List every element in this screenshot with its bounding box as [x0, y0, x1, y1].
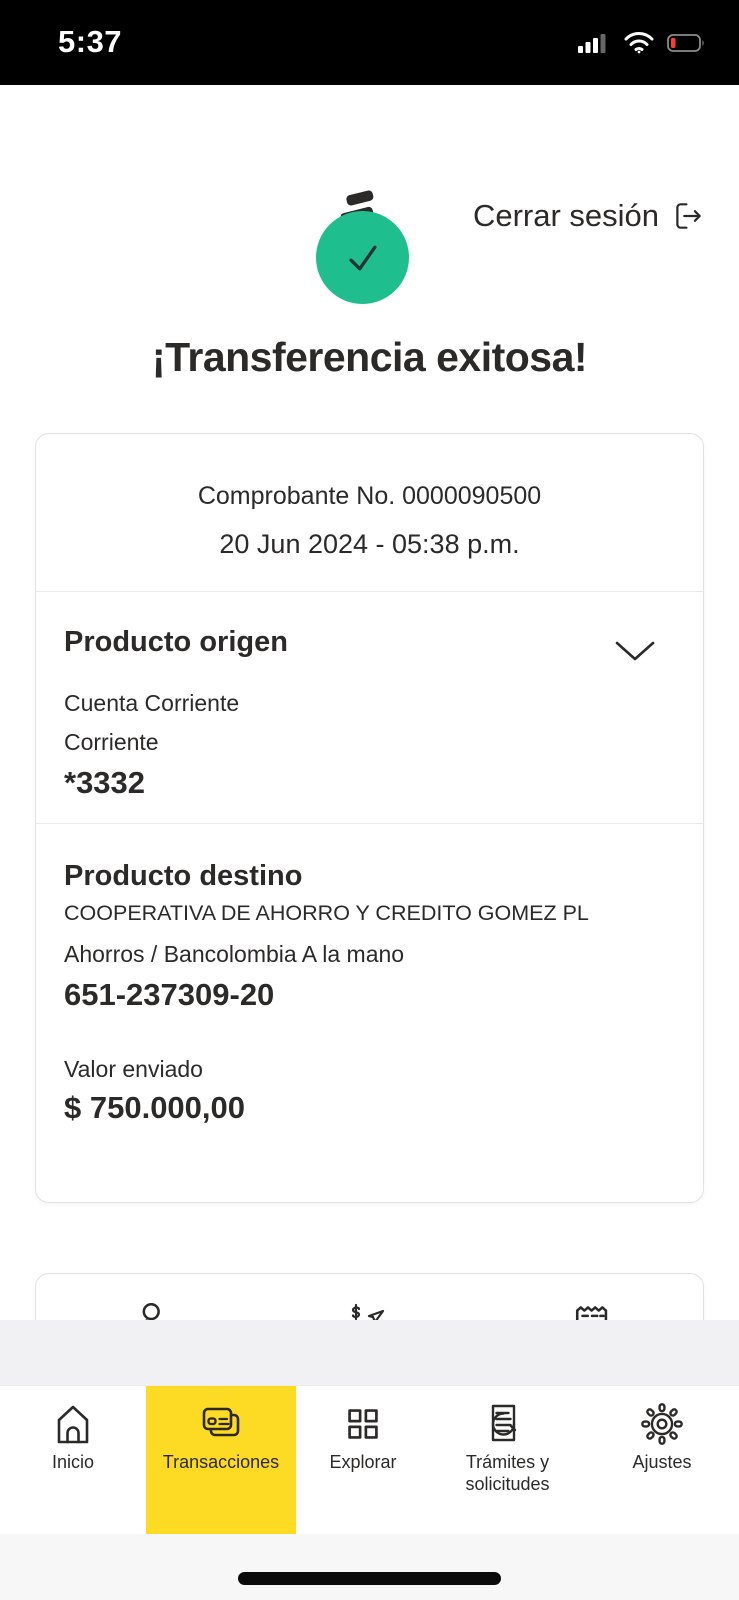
origin-account-name: Corriente [64, 729, 159, 755]
divider [36, 591, 703, 592]
home-indicator[interactable] [238, 1572, 501, 1585]
nav-label: Explorar [329, 1452, 397, 1472]
destination-product: Ahorros / Bancolombia A la mano [64, 941, 405, 967]
cards-icon [196, 1399, 246, 1449]
destination-section-title: Producto destino [64, 860, 303, 892]
nav-item-tramites[interactable]: Trámites y solicitudes [430, 1386, 585, 1534]
nav-label: Inicio [51, 1452, 95, 1472]
logout-label: Cerrar sesión [472, 198, 659, 233]
tab-bar: Inicio Transacciones [0, 1385, 739, 1534]
chevron-down-icon[interactable] [613, 638, 657, 664]
bottom-scrim [0, 1320, 739, 1385]
nav-item-inicio[interactable]: Inicio [0, 1386, 146, 1534]
check-icon [337, 232, 389, 284]
logout-icon [671, 199, 705, 233]
status-time: 5:37 [58, 24, 123, 59]
nav-item-explorar[interactable]: Explorar [296, 1386, 430, 1534]
grid-icon [340, 1399, 386, 1449]
nav-label: Ajustes [632, 1452, 692, 1472]
origin-account-type: Cuenta Corriente [64, 690, 240, 716]
logout-button[interactable]: Cerrar sesión [473, 198, 705, 234]
origin-section-title: Producto origen [64, 626, 288, 658]
success-check-badge [316, 211, 409, 304]
page-title: ¡Transferencia exitosa! [151, 334, 588, 380]
gear-icon [639, 1399, 685, 1449]
receipt-date: 20 Jun 2024 - 05:38 p.m. [219, 529, 520, 559]
cellular-signal-icon [577, 31, 611, 55]
amount-label: Valor enviado [64, 1056, 203, 1082]
home-indicator-area [0, 1534, 739, 1600]
receipt-number: Comprobante No. 0000090500 [197, 482, 542, 510]
destination-entity: COOPERATIVA DE AHORRO Y CREDITO GOMEZ PL [64, 901, 589, 925]
battery-low-icon [667, 33, 707, 53]
origin-account-number: *3332 [64, 765, 146, 800]
nav-item-ajustes[interactable]: Ajustes [585, 1386, 739, 1534]
app-header: Cerrar sesión [0, 85, 739, 237]
destination-account-number: 651-237309-20 [64, 977, 275, 1012]
document-search-icon [484, 1399, 532, 1449]
home-icon [49, 1399, 97, 1449]
wifi-icon [623, 31, 655, 55]
nav-label: Trámites y solicitudes [465, 1452, 550, 1494]
receipt-card: Comprobante No. 0000090500 20 Jun 2024 -… [35, 433, 704, 1203]
divider [36, 823, 703, 824]
status-bar: 5:37 [0, 0, 739, 85]
nav-item-transacciones[interactable]: Transacciones [146, 1386, 296, 1534]
nav-label: Transacciones [162, 1452, 280, 1472]
amount-value: $ 750.000,00 [64, 1090, 246, 1125]
